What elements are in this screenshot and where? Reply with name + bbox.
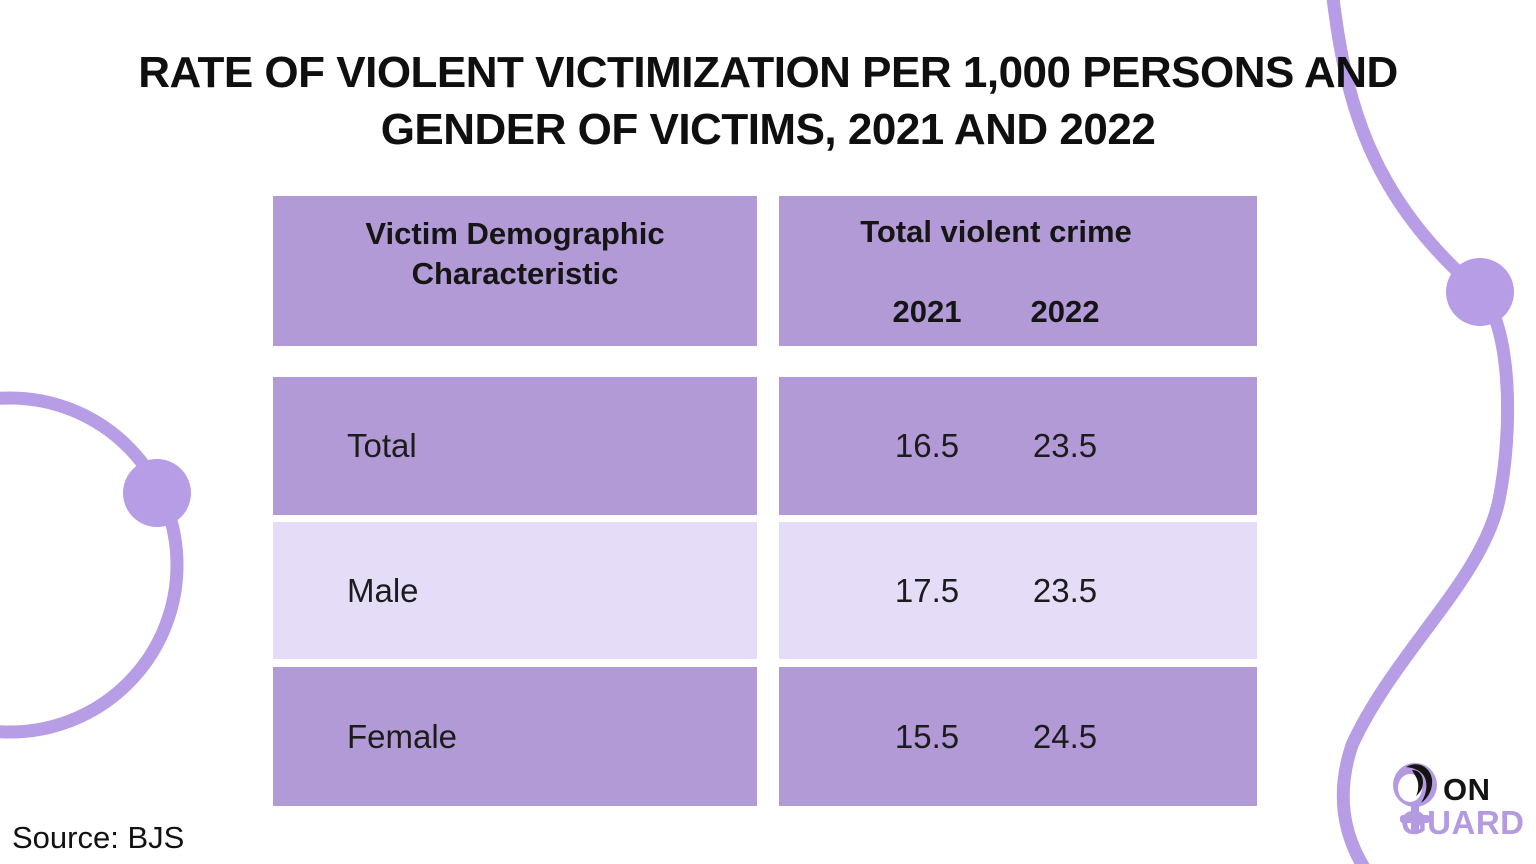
female-symbol-icon — [1393, 763, 1437, 834]
header-demographic-label: Victim Demographic Characteristic — [365, 216, 665, 291]
left-circle-outline-icon — [0, 391, 184, 739]
right-curve-dot-icon — [1446, 258, 1514, 326]
row-label-male: Male — [347, 571, 419, 609]
header-year-2021: 2021 — [892, 294, 962, 329]
header-years-row: 2021 2022 — [858, 294, 1134, 330]
table-row-female-label-cell: Female — [273, 667, 757, 806]
row-total-values: 16.5 23.5 — [858, 427, 1134, 465]
logo-hair-inner — [1412, 770, 1423, 796]
value-total-2021: 16.5 — [894, 427, 960, 464]
page-title-line2: GENDER OF VICTIMS, 2021 AND 2022 — [380, 105, 1156, 154]
header-crime-label: Total violent crime — [860, 214, 1132, 249]
value-female-2021: 15.5 — [894, 717, 960, 755]
logo-word-guard: GUARD — [1401, 804, 1525, 841]
value-female-2022: 24.5 — [1032, 717, 1098, 755]
table-row-female-values-cell: 15.5 24.5 — [779, 667, 1257, 806]
page-title-line1: RATE OF VIOLENT VICTIMIZATION PER 1,000 … — [138, 48, 1398, 97]
value-male-2021: 17.5 — [894, 571, 960, 609]
header-cell-demographic: Victim Demographic Characteristic — [273, 196, 757, 346]
table-row-total-label-cell: Total — [273, 377, 757, 515]
header-cell-crime: Total violent crime 2021 2022 — [779, 196, 1257, 346]
logo-face — [1398, 774, 1422, 802]
value-male-2022: 23.5 — [1032, 571, 1098, 609]
on-guard-logo: ON GUARD — [1390, 760, 1530, 850]
value-total-2022: 23.5 — [1032, 427, 1098, 464]
row-label-total: Total — [347, 427, 417, 464]
venus-crossbar — [1400, 815, 1430, 823]
logo-word-on: ON — [1443, 772, 1491, 807]
row-label-female: Female — [347, 717, 458, 755]
source-note: Source: BJS — [12, 820, 185, 855]
left-orbit-dot-icon — [123, 459, 191, 527]
row-male-values: 17.5 23.5 — [858, 572, 1134, 610]
row-female-values: 15.5 24.5 — [858, 718, 1134, 756]
page-title: RATE OF VIOLENT VICTIMIZATION PER 1,000 … — [0, 44, 1536, 158]
table-row-total-values-cell: 16.5 23.5 — [779, 377, 1257, 515]
logo-hair — [1406, 764, 1433, 803]
header-year-2022: 2022 — [1030, 294, 1100, 329]
table-row-male-label-cell: Male — [273, 522, 757, 659]
table-row-male-values-cell: 17.5 23.5 — [779, 522, 1257, 659]
